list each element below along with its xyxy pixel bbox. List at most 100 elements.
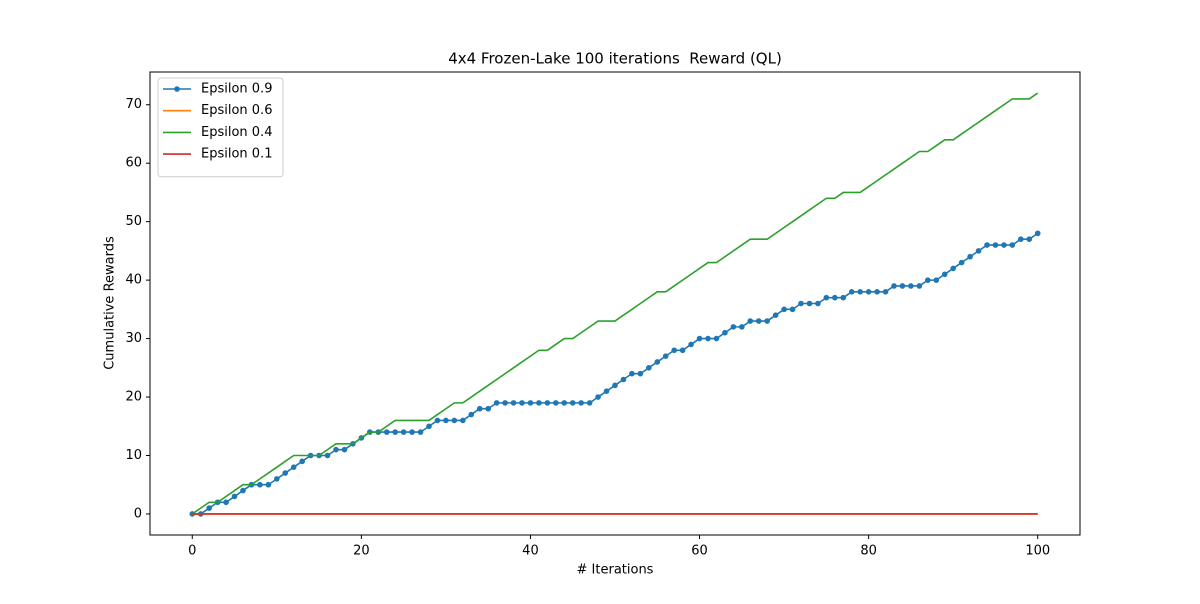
series-marker [274,476,280,482]
series-marker [654,359,661,365]
legend-label: Epsilon 0.9 [201,82,272,97]
legend-box [157,77,284,178]
series-marker [840,294,847,301]
series-marker [426,423,432,430]
series-marker [874,289,880,295]
series-marker [646,365,652,371]
series-marker [857,289,863,295]
x-tick-label: 20 [353,544,370,559]
series-marker [739,324,745,330]
series-marker [815,300,821,307]
series-marker [730,324,737,330]
series-marker [341,446,348,453]
series-marker [417,429,424,435]
series-marker [324,452,331,459]
series-marker [705,335,711,342]
series-marker [992,242,999,248]
series-marker [722,329,728,336]
y-tick-label: 30 [125,331,142,346]
x-tick-label: 40 [522,544,539,559]
series-marker [1009,242,1016,248]
chart-title: 4x4 Frozen-Lake 100 iterations Reward (Q… [448,50,782,68]
series-marker [865,289,872,295]
series-marker [637,370,644,377]
plot-frame [149,71,1081,536]
series-marker [460,417,466,424]
series-marker [832,294,838,301]
series-marker [333,446,339,453]
series-marker [493,400,500,406]
series-marker [696,335,703,342]
series-marker [409,429,415,435]
series-marker [925,277,931,283]
series-marker [595,394,601,400]
x-tick-label: 60 [691,544,708,559]
series-marker [908,283,914,289]
x-axis-label: # Iterations [577,563,654,578]
series-marker [688,341,694,348]
series-marker [781,306,787,313]
series-marker [620,376,627,383]
series-marker [392,429,398,435]
series-marker [502,400,508,406]
series-marker [899,283,906,289]
x-tick-label: 0 [188,544,196,559]
series-marker [1018,236,1024,242]
series-marker [1001,242,1007,248]
series-marker [231,493,238,500]
series-marker [629,370,635,377]
series-marker [747,318,754,324]
series-marker [451,417,458,424]
series-line [191,92,1039,515]
series-marker [206,505,212,511]
y-axis-label: Cumulative Rewards [103,236,118,370]
series-marker [789,306,796,313]
series-marker [671,347,677,354]
series-marker [290,464,297,470]
legend-label: Epsilon 0.6 [201,103,272,118]
series-marker [933,277,940,283]
series-marker [662,353,669,359]
series-marker [1034,230,1041,237]
y-tick-label: 20 [125,390,142,405]
series-marker [544,400,551,406]
series-marker [958,259,965,266]
series-marker [561,400,568,406]
y-tick-label: 70 [125,97,142,112]
series-marker [553,400,559,406]
legend: Epsilon 0.9 Epsilon 0.6 Epsilon 0.4 Epsilon… [157,77,284,178]
series-marker [941,271,948,278]
series-marker [772,312,779,318]
series-marker [612,382,618,389]
series-marker [527,400,534,406]
series-marker [383,429,390,435]
series-marker [848,289,855,295]
series-marker [299,458,305,465]
series-marker [882,289,889,295]
series-marker [223,499,229,506]
series-marker [536,400,542,406]
series-marker [476,405,483,412]
series-marker [468,411,475,418]
series-marker [975,248,982,254]
y-tick-label: 50 [125,214,142,229]
series-marker [891,283,897,289]
legend-label: Epsilon 0.1 [201,147,272,162]
series-marker [282,470,289,476]
y-tick-label: 10 [125,448,142,463]
series-marker [950,265,956,272]
series-marker [240,487,246,494]
series-marker [806,300,813,307]
series-marker [916,283,923,289]
series-marker [798,300,804,307]
series-marker [764,318,770,324]
series-marker [400,429,407,435]
series-marker [519,400,525,406]
series-marker [434,417,441,424]
series-marker [586,400,593,406]
legend-marker [174,86,180,92]
series-marker [485,405,491,412]
series-marker [984,242,990,248]
series-marker [1026,236,1033,242]
